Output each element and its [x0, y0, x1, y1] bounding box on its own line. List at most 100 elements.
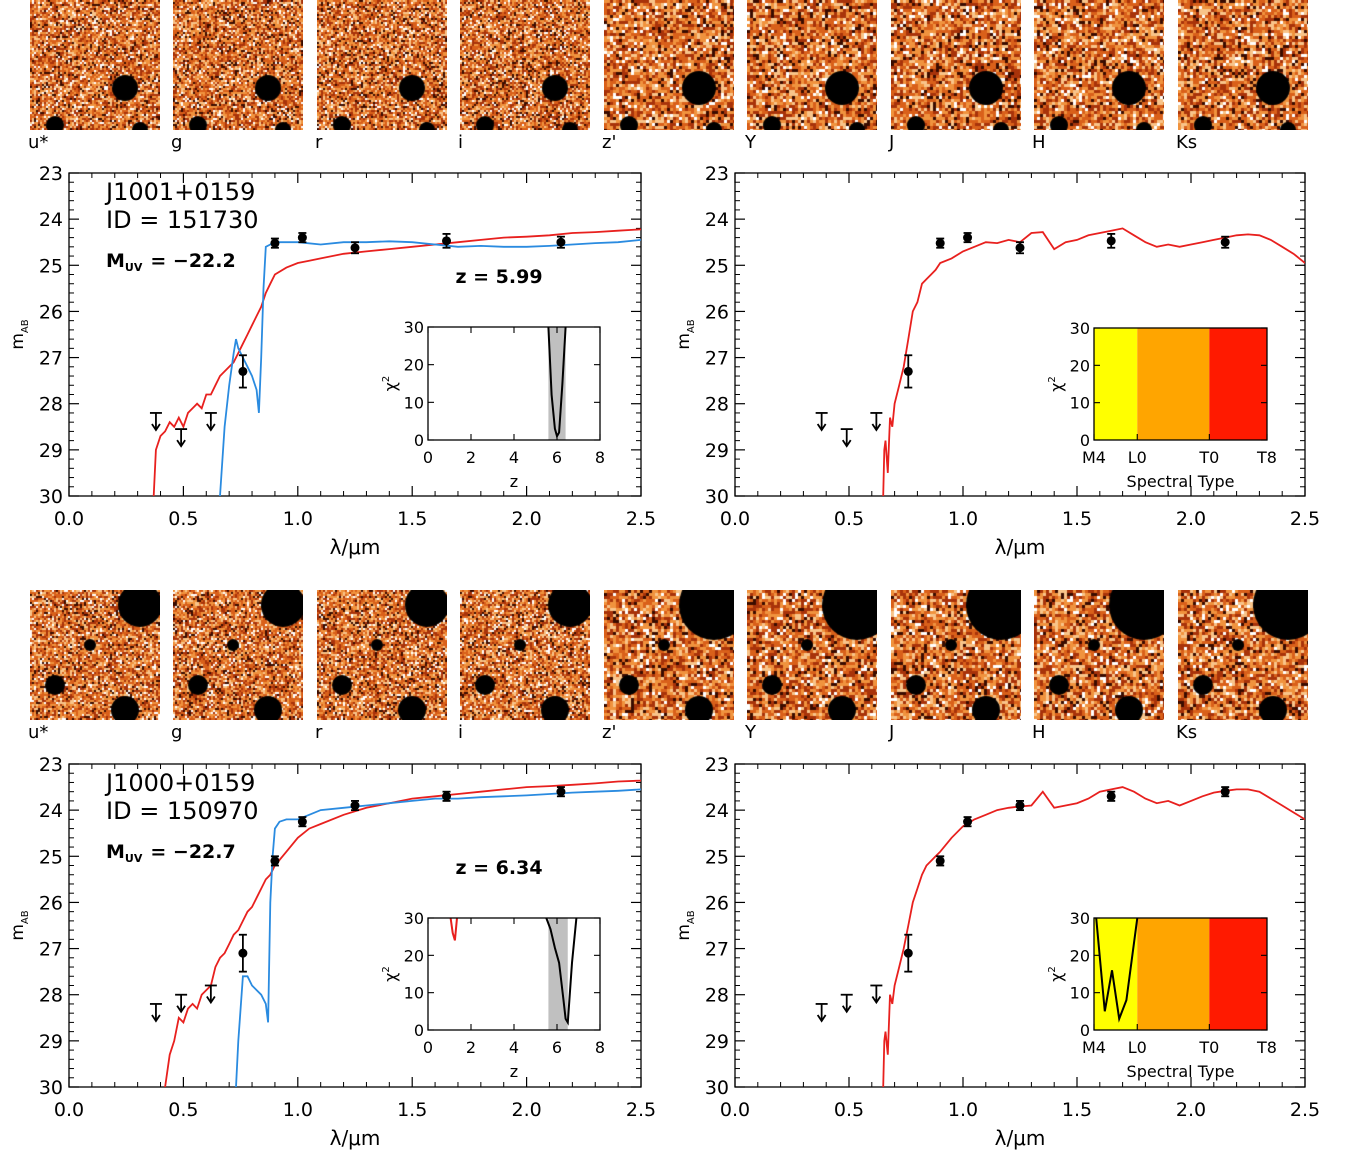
inset-y-tick-label: 0 — [1080, 431, 1090, 450]
band-label: Y — [745, 132, 756, 153]
x-tick-label: 0.0 — [720, 1099, 750, 1121]
inset-x-tick-label: 2 — [466, 448, 476, 467]
inset-y-tick-label: 30 — [404, 909, 424, 928]
stamp-r-row1 — [317, 0, 447, 130]
inset-x-tick-label: L0 — [1128, 1038, 1147, 1057]
y-tick-label: 24 — [705, 209, 729, 231]
stamp-u-row2 — [30, 590, 160, 720]
y-tick-label: 29 — [39, 1031, 63, 1053]
photometry-point — [270, 238, 280, 248]
y-tick-label: 24 — [39, 209, 63, 231]
x-tick-label: 2.5 — [1290, 1099, 1320, 1121]
x-axis-label: λ/μm — [330, 535, 381, 559]
photometry-point — [1106, 791, 1116, 801]
photometry-point — [556, 237, 566, 247]
model-series-group — [882, 227, 1305, 496]
photometry-point — [442, 236, 452, 246]
y-tick-label: 26 — [705, 301, 729, 323]
y-tick-label: 23 — [39, 163, 63, 185]
photometry-point — [1220, 787, 1230, 797]
inset-y-tick-label: 30 — [404, 318, 424, 337]
model-line-model_galaxy — [882, 227, 1305, 496]
chi2-inset: 0 10 20 30 M4 L0 T0 T8 Spectral Type χ2 — [1047, 319, 1277, 491]
stamp-h-row1 — [1034, 0, 1164, 130]
plot-frame — [68, 763, 642, 1088]
stamp-r-row2 — [317, 590, 447, 720]
inset-y-tick-label: 10 — [404, 984, 424, 1003]
photometry-point — [935, 238, 945, 248]
y-tick-label: 30 — [39, 1077, 63, 1099]
x-tick-label: 0.5 — [168, 1099, 198, 1121]
x-tick-label: 1.0 — [283, 508, 313, 530]
band-label: H — [1032, 132, 1046, 153]
band-label: r — [315, 722, 323, 743]
model-line-model_lowz — [219, 239, 641, 496]
inset-x-label: z — [510, 1062, 518, 1081]
photometry-point — [442, 791, 452, 801]
object-id: ID = 150970 — [106, 797, 259, 825]
x-tick-label: 2.0 — [511, 508, 541, 530]
x-tick-label: 0.0 — [54, 1099, 84, 1121]
y-axis-label: mAB — [674, 319, 697, 349]
band-label: Y — [745, 722, 756, 743]
photometry-point — [350, 243, 360, 253]
y-tick-label: 27 — [705, 939, 729, 961]
band-label: Ks — [1176, 722, 1198, 743]
photometry-point — [350, 801, 360, 811]
band-label: z' — [602, 722, 617, 743]
y-tick-label: 28 — [705, 394, 729, 416]
redshift-label: z = 5.99 — [455, 266, 542, 288]
x-tick-label: 1.0 — [948, 508, 978, 530]
inset-x-label: Spectral Type — [1127, 1062, 1235, 1081]
inset-x-tick-label: 2 — [466, 1038, 476, 1057]
upper-limit-head — [151, 1014, 161, 1023]
photometry-point — [1220, 237, 1230, 247]
stamp-y-row1 — [747, 0, 877, 130]
inset-y-tick-label: 0 — [1080, 1021, 1090, 1040]
band-label: Ks — [1176, 132, 1198, 153]
photometry-point — [903, 366, 913, 376]
upper-limit-head — [176, 1005, 186, 1014]
inset-curves — [1095, 918, 1139, 1023]
photometry-point — [270, 856, 280, 866]
inset-x-tick-label: 8 — [595, 448, 605, 467]
x-tick-label: 2.0 — [1176, 508, 1206, 530]
y-tick-label: 23 — [705, 754, 729, 776]
photometry-point — [297, 817, 307, 827]
y-tick-label: 27 — [39, 348, 63, 370]
spectral-type-region — [1137, 918, 1210, 1030]
inset-y-tick-label: 0 — [414, 431, 424, 450]
x-tick-label: 2.5 — [1290, 508, 1320, 530]
photometry-point — [238, 948, 248, 958]
stamp-y-row2 — [747, 590, 877, 720]
y-tick-label: 23 — [705, 163, 729, 185]
y-axis-label: mAB — [8, 910, 31, 940]
inset-y-tick-label: 30 — [1070, 319, 1090, 338]
stamp-j-row2 — [891, 590, 1021, 720]
stamp-ks-row1 — [1178, 0, 1308, 130]
y-tick-label: 30 — [39, 486, 63, 508]
x-tick-label: 0.5 — [834, 508, 864, 530]
inset-y-label: χ2 — [1047, 376, 1066, 392]
object-name: J1001+0159 — [104, 178, 255, 206]
plot-frame — [734, 763, 1306, 1088]
x-axis-label: λ/μm — [995, 1126, 1046, 1150]
x-tick-label: 1.5 — [1062, 1099, 1092, 1121]
inset-y-tick-label: 0 — [414, 1021, 424, 1040]
inset-background — [428, 327, 600, 440]
inset-frame — [1093, 917, 1268, 1031]
x-tick-label: 2.5 — [626, 1099, 656, 1121]
y-tick-label: 26 — [39, 301, 63, 323]
model-line-model_galaxy — [882, 786, 1305, 1087]
upper-limit-head — [206, 995, 216, 1005]
inset-y-tick-label: 10 — [1070, 984, 1090, 1003]
inset-frame — [1093, 327, 1268, 441]
photometry-point — [935, 856, 945, 866]
x-tick-label: 0.5 — [834, 1099, 864, 1121]
inset-y-label: χ2 — [1047, 966, 1066, 982]
y-tick-label: 29 — [39, 440, 63, 462]
upper-limit-head — [871, 423, 882, 432]
